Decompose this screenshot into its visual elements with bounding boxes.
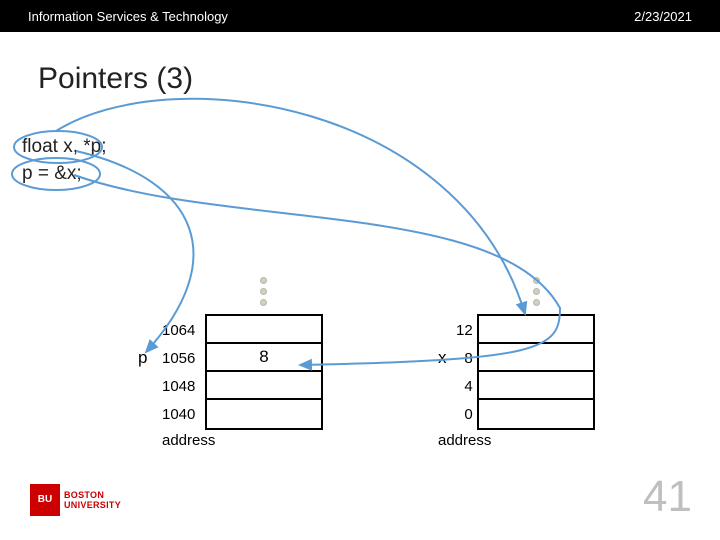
addr-cell: 4 bbox=[456, 372, 473, 400]
mem-cell bbox=[207, 316, 321, 344]
code-line-2: p = &x; bbox=[22, 161, 107, 188]
arc-x-to-right bbox=[56, 99, 525, 314]
addr-col-right: 12 8 4 0 bbox=[456, 316, 473, 428]
addr-caption-right: address bbox=[438, 432, 491, 449]
addr-cell: 12 bbox=[456, 316, 473, 344]
label-p: p bbox=[138, 348, 147, 368]
addr-cell: 8 bbox=[456, 344, 473, 372]
mem-cell bbox=[479, 372, 593, 400]
logo-text: BOSTONUNIVERSITY bbox=[60, 484, 122, 516]
vdots-left bbox=[260, 277, 267, 306]
memory-table-right bbox=[477, 314, 595, 430]
mem-cell bbox=[479, 344, 593, 372]
addr-caption-left: address bbox=[162, 432, 215, 449]
vdots-right bbox=[533, 277, 540, 306]
slide-title: Pointers (3) bbox=[38, 62, 193, 96]
addr-cell: 1040 bbox=[162, 400, 195, 428]
mem-cell bbox=[479, 316, 593, 344]
mem-cell: 8 bbox=[207, 344, 321, 372]
header-date: 2/23/2021 bbox=[634, 9, 692, 24]
addr-col-left: 1064 1056 1048 1040 bbox=[162, 316, 195, 428]
bu-logo: BU BOSTONUNIVERSITY bbox=[30, 484, 122, 516]
memory-table-left: 8 bbox=[205, 314, 323, 430]
slide-number: 41 bbox=[643, 472, 692, 522]
header-bar: Information Services & Technology 2/23/2… bbox=[0, 0, 720, 32]
addr-cell: 0 bbox=[456, 400, 473, 428]
logo-shield: BU bbox=[30, 484, 60, 516]
addr-cell: 1048 bbox=[162, 372, 195, 400]
addr-cell: 1056 bbox=[162, 344, 195, 372]
code-line-1: float x, *p; bbox=[22, 134, 107, 161]
header-org: Information Services & Technology bbox=[28, 9, 228, 24]
label-x: x bbox=[438, 348, 447, 368]
mem-cell bbox=[479, 400, 593, 428]
code-block: float x, *p; p = &x; bbox=[22, 134, 107, 187]
mem-cell bbox=[207, 400, 321, 428]
mem-cell bbox=[207, 372, 321, 400]
addr-cell: 1064 bbox=[162, 316, 195, 344]
